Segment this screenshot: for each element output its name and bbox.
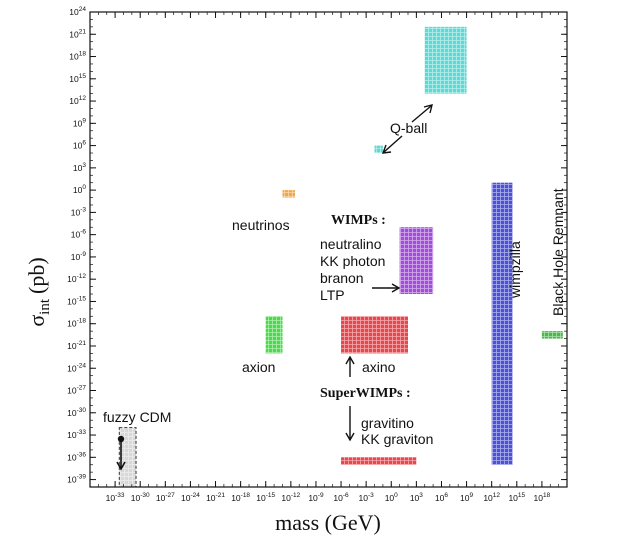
y-tick-label: 10-21 [67,340,86,351]
wimps-member-1: neutralino [320,236,382,252]
region-q-ball-large [424,26,467,94]
x-tick-label: 109 [460,492,473,503]
x-tick-label: 10-18 [231,492,250,503]
x-tick-label: 10-9 [308,492,324,503]
x-tick-label: 10-33 [106,492,125,503]
x-tick-label: 1015 [508,492,525,503]
axion-label: axion [242,359,275,375]
x-tick-label: 103 [410,492,423,503]
y-tick-label: 10-9 [71,251,87,262]
x-tick-label: 10-30 [131,492,150,503]
y-axis-title: σint (pb) [24,257,53,326]
wimpzilla-label: wimpzilla [507,241,523,299]
region-axion [265,316,283,354]
y-tick-label: 100 [73,184,86,195]
qball-arrow-down [383,135,403,153]
region-fuzzy-cdm [118,427,137,488]
y-tick-label: 1021 [69,28,86,39]
superwimps-member-1: gravitino [361,415,414,431]
y-tick-label: 10-39 [67,474,86,485]
axino-arrow-head [345,355,355,365]
x-tick-label: 10-24 [181,492,200,503]
qball-arrow-up-head [423,104,433,114]
region-wimps [399,227,434,295]
x-tick-label: 10-6 [333,492,349,503]
x-tick-label: 106 [435,492,448,503]
wimps-arrow-head [391,283,401,293]
y-axis-subscript: int [37,298,53,315]
y-tick-label: 10-15 [67,295,86,306]
y-tick-label: 106 [73,140,86,151]
region-black-hole-remnant [541,331,563,339]
x-axis: 10-33 10-30 10-27 10-24 10-21 10-18 10-15 10-12… [89,12,568,503]
y-tick-label: 10-36 [67,451,86,462]
y-tick-label: 10-27 [67,385,86,396]
superwimps-arrow-head [345,432,355,442]
region-neutrinos [282,190,296,198]
y-tick-label: 1015 [69,73,86,84]
wimps-heading: WIMPs : [331,213,386,228]
y-tick-label: 1018 [69,51,86,62]
black-hole-label: Black Hole Remnant [550,188,566,316]
annotation-arrows [345,104,433,442]
fuzzy-cdm-marker [116,435,126,471]
y-tick-label: 10-3 [71,206,87,217]
region-axino [341,316,408,354]
x-axis-title: mass (GeV) [275,510,381,535]
fuzzy-cdm-label: fuzzy CDM [103,409,171,425]
y-tick-label: 10-18 [67,318,86,329]
wimps-member-4: LTP [320,287,345,303]
region-wimpzilla [491,182,513,465]
y-tick-label: 10-24 [67,362,86,373]
qball-arrow-down-head [381,144,392,154]
y-tick-label: 1012 [69,95,86,106]
y-tick-label: 10-30 [67,407,86,418]
superwimps-heading: SuperWIMPs : [320,386,411,401]
regions-layer [118,26,563,488]
x-tick-label: 1018 [534,492,551,503]
svg-text:σint(pb): σint (pb) [24,257,53,326]
y-tick-label: 103 [73,162,86,173]
y-axis-unit: (pb) [24,257,49,294]
y-tick-label: 10-6 [71,229,87,240]
y-tick-label: 10-12 [67,273,86,284]
x-tick-label: 10-27 [156,492,175,503]
y-axis: 10-39 10-36 10-33 10-30 10-27 10-24 10-21 10-18… [67,6,567,488]
x-tick-label: 100 [385,492,398,503]
y-axis-symbol: σ [24,315,49,327]
wimps-member-3: branon [320,270,364,286]
y-tick-label: 1024 [69,6,86,17]
superwimps-member-2: KK graviton [361,431,433,447]
x-tick-label: 1012 [483,492,500,503]
region-q-ball-small [374,145,383,154]
x-tick-label: 10-12 [281,492,300,503]
qball-arrow-up [411,105,432,123]
x-tick-label: 10-21 [206,492,225,503]
x-tick-label: 10-15 [256,492,275,503]
neutrinos-label: neutrinos [232,217,290,233]
y-tick-label: 109 [73,117,86,128]
axino-label: axino [362,359,396,375]
x-tick-label: 10-3 [359,492,375,503]
fuzzy-cdm-arrow-head [116,461,126,471]
wimps-member-2: KK photon [320,253,385,269]
qball-label: Q-ball [390,120,427,136]
y-tick-label: 10-33 [67,429,86,440]
region-gravitino-kk-graviton [341,457,417,465]
